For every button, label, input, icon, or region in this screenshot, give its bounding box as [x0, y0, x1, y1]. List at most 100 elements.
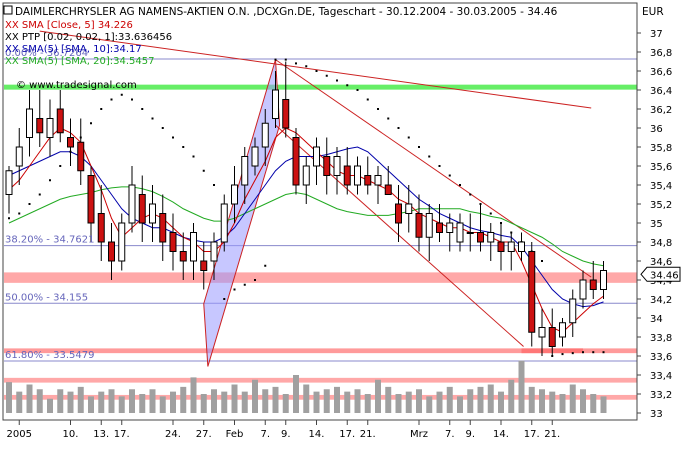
psar-dot [141, 108, 144, 110]
volume-bar [580, 389, 586, 413]
psar-dot [325, 74, 328, 77]
candle-down [395, 203, 402, 224]
y-tick-label: 35 [650, 219, 663, 230]
candle-up [210, 241, 218, 262]
toggle-box-icon[interactable] [3, 5, 13, 15]
volume-bar [211, 389, 217, 413]
volume-bar [36, 389, 43, 413]
x-tick-label: 9. [281, 429, 291, 440]
x-tick-label: 14. [493, 429, 509, 440]
candle-up [559, 322, 566, 338]
candle-up [487, 232, 495, 243]
axis-layer: 37 36,8 36,6 36,4 36,2 36 35,8 35,6 35,4 35,2 35 34… [7, 29, 673, 440]
candle-down [282, 99, 290, 129]
candle-up [46, 118, 54, 138]
volume-bar [528, 386, 535, 413]
psar-dot [49, 179, 51, 182]
psar-dot [346, 84, 349, 87]
candle-down [477, 232, 484, 243]
volume-bar [170, 391, 176, 413]
candle-up [231, 184, 238, 205]
volume-bar [108, 389, 115, 413]
psar-dot [541, 260, 543, 262]
volume-bar [354, 389, 361, 413]
fib-labels-layer: 0.00% - 36.7264 38.20% - 34.7621 50.00% - … [5, 48, 94, 361]
psar-dot [131, 98, 133, 101]
psar-dot [336, 79, 338, 82]
fib-label-3: 61.80% - 33.5479 [5, 350, 94, 361]
candle-up [251, 146, 259, 167]
psar-dot [284, 58, 287, 61]
y-tick-label: 35,2 [650, 200, 672, 211]
volume-bar [180, 386, 187, 413]
psar-dot [582, 351, 584, 354]
candle-up [507, 241, 515, 252]
volume-bar [47, 398, 53, 413]
candle-up [313, 146, 320, 167]
psar-dot [264, 264, 267, 267]
volume-bar [518, 360, 525, 413]
candle-up [128, 184, 136, 224]
psar-dot [254, 279, 256, 281]
volume-bar [77, 386, 84, 413]
volume-bar [559, 394, 566, 413]
psar-dot [120, 93, 123, 96]
horizontal-line-0 [4, 84, 637, 90]
volume-bar [190, 377, 197, 413]
candle-up [446, 222, 454, 233]
volume-bar [426, 396, 433, 413]
legend-entry-3: XX SMA(5) [SMA, 20]:34.5457 [5, 56, 154, 67]
y-tick-label: 35,4 [650, 181, 672, 192]
psar-dot [305, 65, 308, 68]
x-tick-label: 14. [309, 429, 325, 440]
trend-channel-0 [203, 59, 281, 367]
volume-bar [590, 394, 597, 413]
psar-dot [366, 98, 369, 101]
psar-dot [213, 184, 215, 186]
chart-title: DAIMLERCHRYSLER AG NAMENS-AKTIEN O.N. ,D… [15, 6, 558, 18]
volume-bar [375, 379, 381, 413]
volume-bar [600, 396, 607, 413]
psar-dot [295, 62, 297, 65]
candle-up [118, 222, 126, 262]
volume-bar [241, 391, 248, 413]
x-tick-label: Feb [226, 429, 244, 440]
candle-up [241, 156, 249, 186]
volume-bar [293, 375, 299, 413]
candle-up [518, 241, 525, 252]
volume-zone-1 [4, 394, 637, 400]
candle-down [87, 175, 95, 224]
volume-bar [149, 389, 156, 413]
psar-dot [448, 174, 451, 177]
volume-bar [446, 386, 453, 413]
volume-bar [313, 391, 320, 413]
candle-up [149, 203, 156, 224]
x-tick-label: 13. [93, 429, 109, 440]
psar-dot [356, 89, 359, 91]
candle-down [436, 222, 443, 233]
psar-dot [8, 217, 10, 220]
psar-dot [315, 70, 318, 72]
x-tick-label: 27. [196, 429, 212, 440]
candle-up [333, 156, 341, 176]
psar-dot [151, 117, 154, 120]
candle-down [200, 260, 208, 271]
channel-layer [203, 59, 281, 367]
candle-down [548, 327, 556, 347]
candle-down [108, 241, 115, 262]
psar-dot [602, 351, 605, 354]
psar-dot [243, 283, 246, 286]
x-tick-label: 10. [63, 429, 79, 440]
x-tick-label: 21. [544, 429, 560, 440]
volume-bar [487, 384, 494, 413]
candle-up [405, 203, 413, 214]
volume-bar [364, 394, 371, 413]
volume-zone-0 [4, 377, 637, 383]
last-price-tag [640, 266, 681, 282]
volume-bar [323, 389, 330, 413]
psar-dot [202, 169, 205, 172]
x-tick-label: 21. [360, 429, 376, 440]
psar-dot [161, 127, 164, 129]
psar-dot [387, 117, 390, 120]
